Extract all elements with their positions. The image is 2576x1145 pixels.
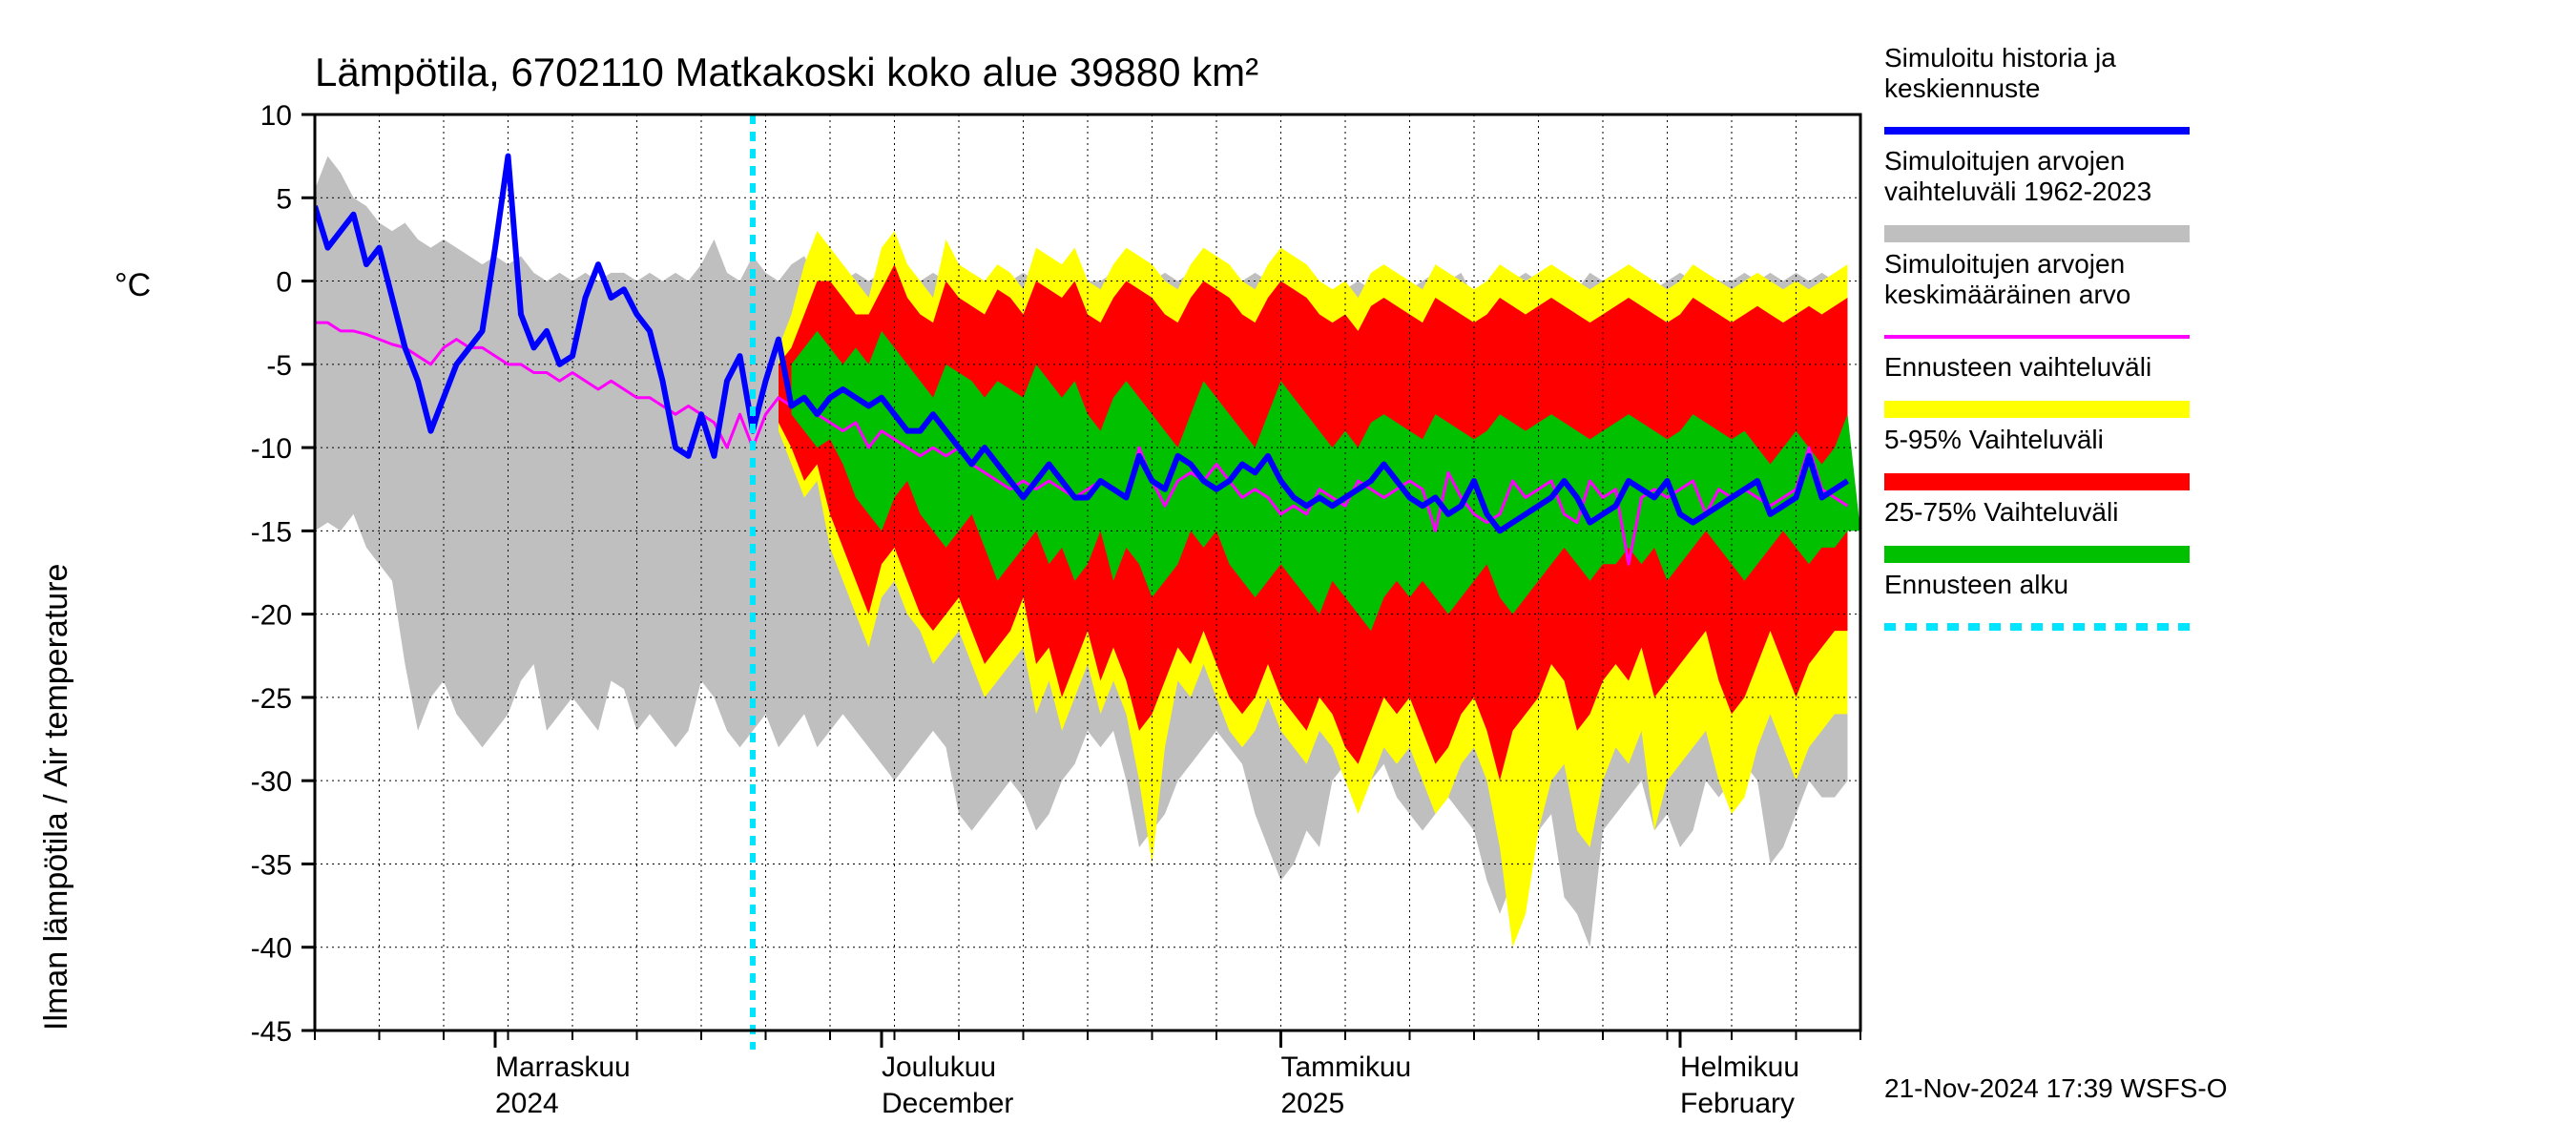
legend-label: 5-95% Vaihteluväli <box>1884 425 2104 454</box>
legend-swatch <box>1884 401 2190 418</box>
legend-label: Simuloitujen arvojen <box>1884 249 2125 279</box>
y-tick-label: -5 <box>266 350 292 382</box>
legend-label: Simuloitu historia ja <box>1884 43 2116 73</box>
legend-label: keskimääräinen arvo <box>1884 280 2130 309</box>
legend-label: keskiennuste <box>1884 73 2040 103</box>
x-tick-label-bottom: 2025 <box>1281 1088 1345 1119</box>
legend-label: Simuloitujen arvojen <box>1884 146 2125 176</box>
legend-swatch <box>1884 546 2190 563</box>
x-tick-label-top: Helmikuu <box>1680 1051 1799 1083</box>
legend-label: vaihteluväli 1962-2023 <box>1884 177 2151 206</box>
x-tick-label-bottom: 2024 <box>495 1088 559 1119</box>
x-tick-label-bottom: February <box>1680 1088 1795 1119</box>
y-tick-label: 5 <box>276 183 292 215</box>
legend-label: Ennusteen vaihteluväli <box>1884 352 2151 382</box>
y-tick-label: -15 <box>251 516 292 548</box>
x-tick-label-top: Marraskuu <box>495 1051 631 1083</box>
y-tick-label: -25 <box>251 683 292 715</box>
x-tick-label-bottom: December <box>882 1088 1013 1119</box>
y-tick-label: -35 <box>251 849 292 881</box>
legend-label: Ennusteen alku <box>1884 570 2068 599</box>
y-tick-label: -45 <box>251 1016 292 1048</box>
y-tick-label: 0 <box>276 267 292 299</box>
legend-swatch <box>1884 473 2190 490</box>
y-tick-label: -20 <box>251 600 292 632</box>
y-tick-label: 10 <box>260 100 292 132</box>
y-tick-label: -10 <box>251 433 292 465</box>
legend-swatch <box>1884 225 2190 242</box>
legend-label: 25-75% Vaihteluväli <box>1884 497 2118 527</box>
chart-title: Lämpötila, 6702110 Matkakoski koko alue … <box>315 50 1258 94</box>
y-tick-label: -30 <box>251 766 292 798</box>
x-tick-label-top: Joulukuu <box>882 1051 996 1083</box>
y-axis-unit: °C <box>114 267 151 303</box>
y-axis-label: Ilman lämpötila / Air temperature <box>38 564 74 1030</box>
x-tick-label-top: Tammikuu <box>1281 1051 1412 1083</box>
timestamp: 21-Nov-2024 17:39 WSFS-O <box>1884 1073 2228 1103</box>
y-tick-label: -40 <box>251 933 292 965</box>
